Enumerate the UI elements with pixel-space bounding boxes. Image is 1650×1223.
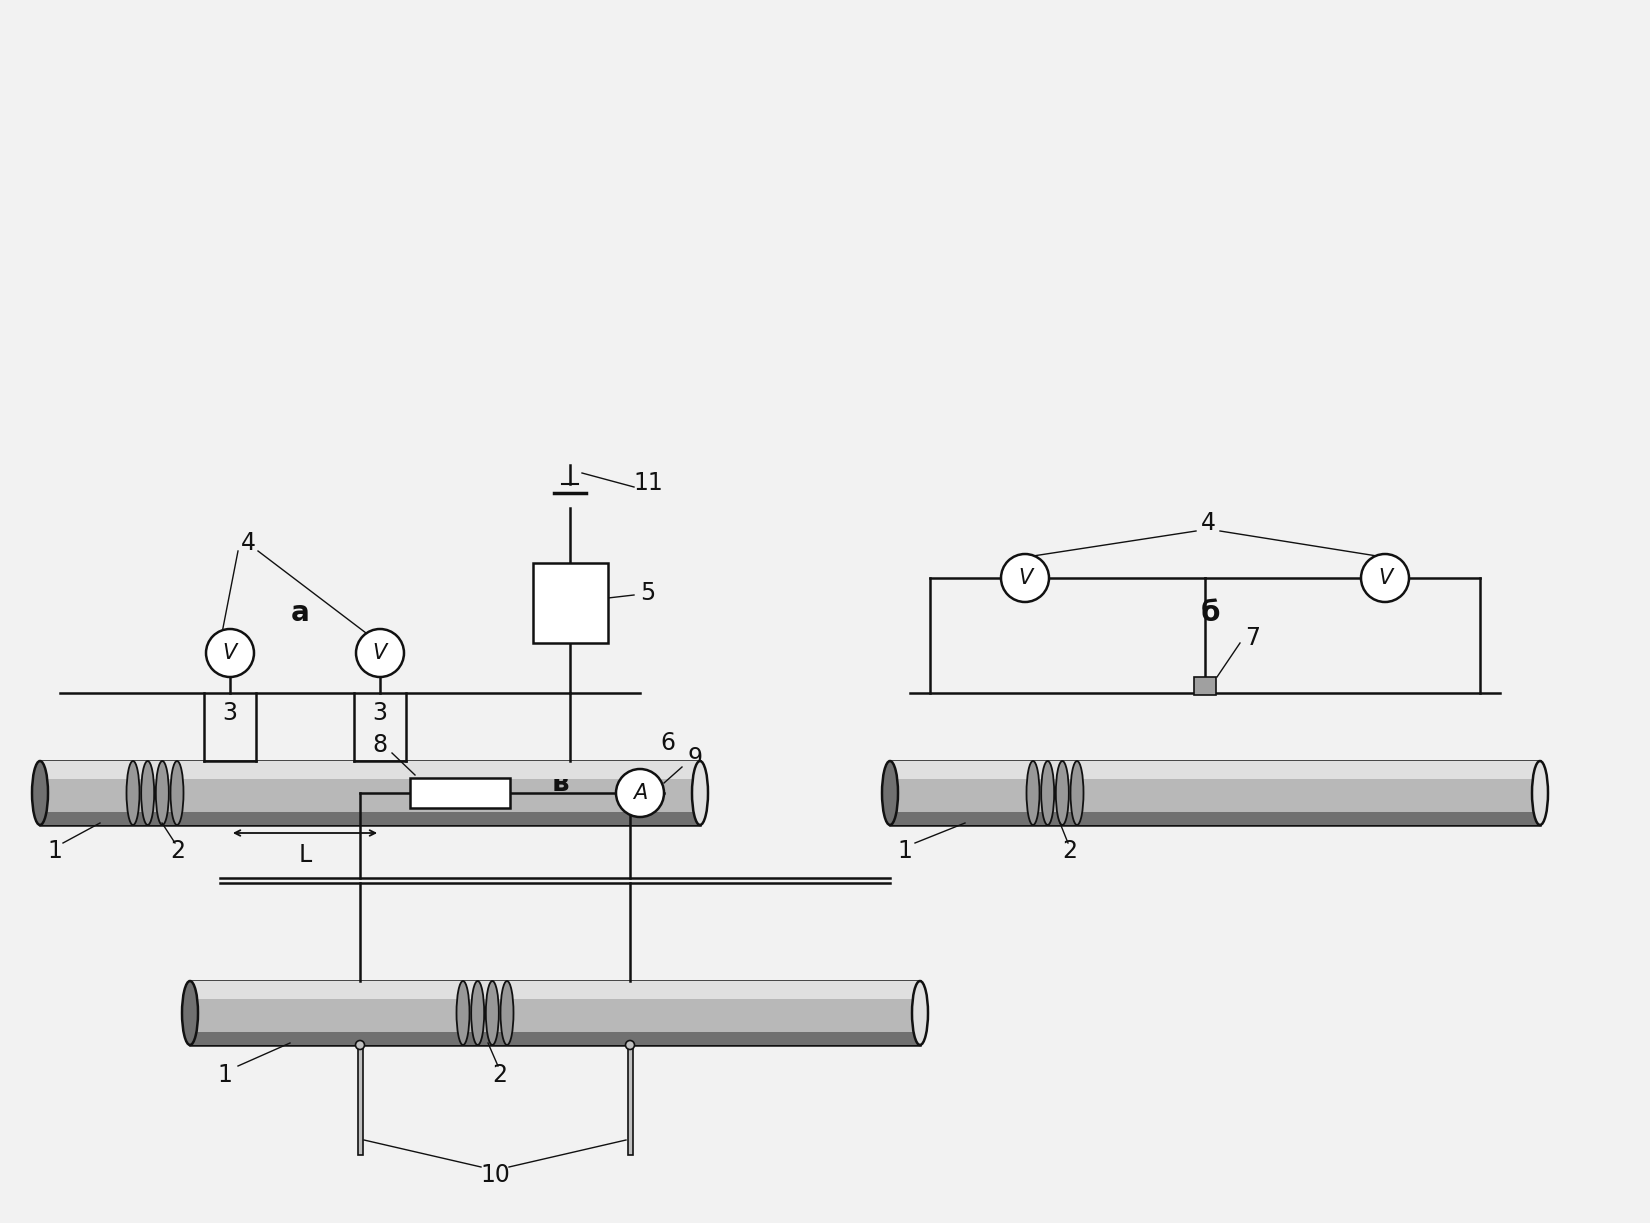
Text: V: V (223, 643, 238, 663)
Text: 1: 1 (48, 839, 63, 863)
Circle shape (1002, 554, 1049, 602)
Bar (533, 563, 607, 643)
Ellipse shape (485, 981, 498, 1044)
Text: 10: 10 (480, 1163, 510, 1188)
Text: a: a (290, 599, 310, 627)
Ellipse shape (155, 761, 168, 826)
Text: 2: 2 (170, 839, 185, 863)
Bar (40, 761, 700, 826)
Bar (190, 981, 921, 1044)
Ellipse shape (1041, 761, 1054, 826)
Circle shape (625, 1041, 635, 1049)
Text: 1: 1 (218, 1063, 233, 1087)
Text: 11: 11 (634, 471, 663, 495)
Ellipse shape (1531, 761, 1548, 826)
Text: V: V (373, 643, 388, 663)
Circle shape (355, 1041, 365, 1049)
Text: 9: 9 (688, 746, 703, 770)
Bar (358, 1044, 363, 1155)
Text: 2: 2 (1063, 839, 1077, 863)
Circle shape (206, 629, 254, 678)
Bar (889, 812, 1539, 826)
Ellipse shape (31, 761, 48, 826)
Ellipse shape (457, 981, 470, 1044)
Text: V: V (1018, 567, 1033, 588)
Bar (190, 1032, 921, 1044)
Text: A: A (634, 783, 647, 804)
Circle shape (615, 769, 663, 817)
Text: 5: 5 (640, 581, 655, 605)
Ellipse shape (182, 981, 198, 1044)
Text: 3: 3 (373, 701, 388, 725)
Text: V: V (1378, 567, 1393, 588)
Bar (1195, 678, 1216, 695)
Text: 8: 8 (373, 733, 388, 757)
Ellipse shape (170, 761, 183, 826)
Bar (889, 761, 1539, 779)
Text: L: L (299, 843, 312, 867)
Bar (40, 761, 700, 779)
Text: 7: 7 (1246, 626, 1261, 649)
Text: в: в (551, 769, 569, 797)
Bar (889, 761, 1539, 826)
Text: 4: 4 (1201, 511, 1216, 534)
Bar (627, 1044, 632, 1155)
Text: б: б (1200, 599, 1219, 627)
Ellipse shape (500, 981, 513, 1044)
Ellipse shape (142, 761, 153, 826)
Ellipse shape (127, 761, 140, 826)
Circle shape (356, 629, 404, 678)
Ellipse shape (1056, 761, 1069, 826)
Text: 2: 2 (492, 1063, 508, 1087)
Ellipse shape (883, 761, 898, 826)
Text: 1: 1 (898, 839, 912, 863)
Text: 6: 6 (660, 731, 675, 755)
Ellipse shape (1026, 761, 1040, 826)
Ellipse shape (691, 761, 708, 826)
Text: 3: 3 (223, 701, 238, 725)
Bar (40, 812, 700, 826)
Ellipse shape (472, 981, 483, 1044)
Ellipse shape (1071, 761, 1084, 826)
Circle shape (1361, 554, 1409, 602)
Bar (409, 778, 510, 808)
Ellipse shape (912, 981, 927, 1044)
Text: 4: 4 (241, 531, 256, 555)
Bar (190, 981, 921, 999)
